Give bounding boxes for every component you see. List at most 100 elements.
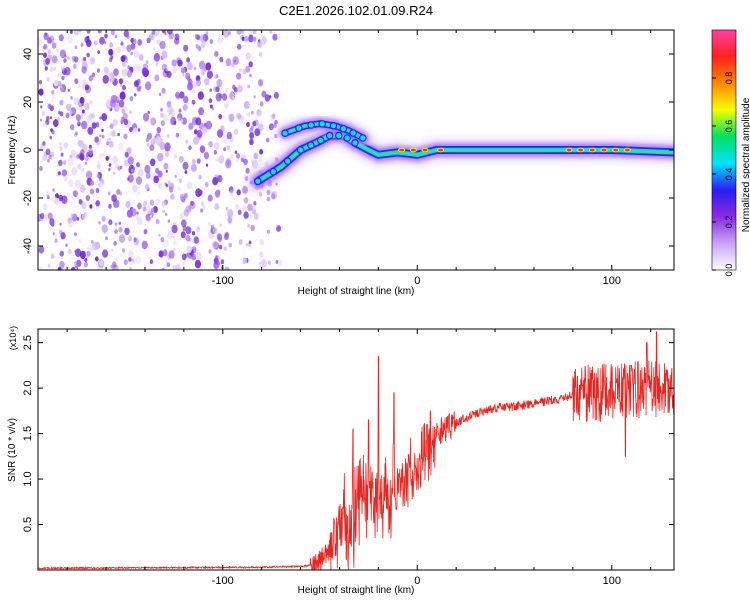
noise-blob [183,44,189,52]
noise-blob [74,249,78,254]
noise-blob [49,116,53,120]
noise-blob [233,59,236,63]
noise-blob [237,209,242,215]
noise-blob [70,96,73,100]
noise-blob [73,97,80,106]
signal-hotspot [566,148,572,152]
noise-blob [57,72,61,78]
noise-blob [187,76,191,82]
noise-blob [160,112,164,118]
noise-blob [49,151,55,158]
noise-blob [122,84,126,91]
noise-blob [66,103,72,112]
noise-blob [77,140,82,147]
snr-y-scale-label: (x10⁴) [8,326,18,350]
noise-blob [224,266,230,270]
noise-blob [132,184,138,193]
noise-blob [119,91,126,100]
noise-blob [245,52,251,60]
noise-blob [233,128,239,136]
noise-blob [38,88,44,96]
noise-blob [74,56,79,63]
noise-blob [121,45,126,51]
noise-blob [267,260,272,265]
y-tick-label: -40 [22,238,34,254]
noise-blob [101,216,106,222]
noise-blob [74,232,77,237]
noise-blob [215,92,222,102]
noise-blob [76,259,82,267]
noise-blob [126,209,133,218]
noise-blob [177,186,182,192]
noise-blob [47,212,53,220]
noise-blob [80,113,84,119]
noise-blob [81,168,84,173]
noise-blob [124,151,129,158]
noise-blob [259,149,264,155]
noise-blob [97,30,102,34]
noise-blob [193,66,197,71]
noise-blob [44,66,48,71]
noise-blob [208,98,213,103]
y-tick-label: 2.0 [22,380,34,395]
noise-blob [70,213,74,218]
noise-blob [118,234,126,243]
noise-blob [229,92,235,100]
noise-blob [208,249,212,254]
noise-blob [230,62,235,68]
noise-blob [121,68,128,77]
noise-blob [269,113,275,121]
noise-blob [243,100,250,110]
noise-blob [126,35,130,40]
spectrogram-noise [38,30,282,270]
noise-blob [57,80,62,87]
signal-blob [253,177,262,186]
noise-blob [39,166,43,171]
noise-blob [38,80,43,85]
colorbar-label: Normalized spectral amplitude [741,97,750,232]
noise-blob [171,224,178,234]
noise-blob [223,147,227,152]
noise-blob [150,117,157,126]
noise-blob [258,52,263,57]
noise-blob [179,91,185,99]
noise-blob [126,70,132,78]
noise-blob [253,212,259,220]
noise-blob [91,239,94,244]
noise-blob [180,119,184,123]
noise-blob [57,117,60,121]
noise-blob [261,259,267,268]
noise-blob [208,141,213,148]
noise-blob [205,120,212,130]
noise-blob [98,260,104,267]
noise-blob [97,50,100,54]
noise-blob [141,67,148,76]
noise-blob [236,30,242,35]
noise-blob [261,36,267,45]
noise-blob [39,212,45,220]
noise-blob [227,31,231,36]
y-tick-label: 20 [22,96,34,108]
noise-blob [51,94,56,100]
noise-blob [213,128,217,132]
noise-blob [47,264,51,268]
noise-blob [175,264,181,270]
noise-blob [249,138,254,146]
noise-blob [149,214,152,218]
snr-y-ticks: 0.5 1.0 1.5 2.0 2.5 [22,335,674,532]
noise-blob [218,155,225,164]
noise-blob [243,197,249,204]
noise-blob [99,116,102,120]
noise-blob [47,37,52,44]
noise-blob [180,67,186,74]
noise-blob [129,95,134,102]
noise-blob [224,231,229,238]
noise-blob [218,237,223,243]
noise-blob [185,72,191,80]
noise-blob [259,239,265,246]
noise-blob [43,32,49,41]
noise-blob [59,250,64,257]
signal-hotspot [589,148,595,152]
noise-blob [118,78,124,85]
noise-blob [271,193,276,200]
